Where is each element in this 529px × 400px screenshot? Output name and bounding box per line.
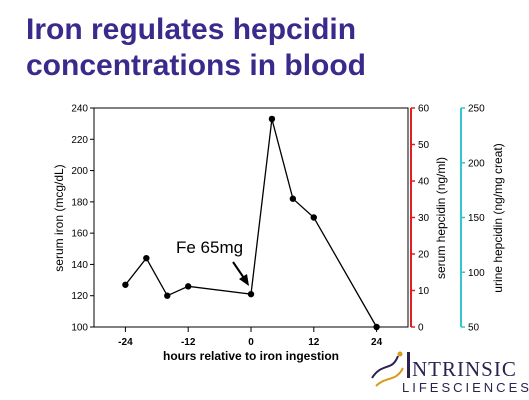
x-axis-label: hours relative to iron ingestion (163, 349, 339, 363)
logo-mark-icon (371, 351, 410, 387)
x-tick-label: -12 (181, 337, 196, 348)
data-point (373, 323, 380, 331)
logo-text: NTRINSIC (412, 357, 517, 381)
y-tick-label: 120 (71, 291, 88, 302)
y-right-tick-label: 60 (418, 104, 430, 115)
data-point (164, 292, 171, 299)
data-point (268, 115, 276, 123)
serum-hepcidin-axis: 0 10 20 30 40 50 60 (410, 104, 430, 334)
y-axis-label: serum iron (mcg/dL) (52, 164, 66, 271)
annotation-arrow (232, 261, 249, 286)
y-right-tick-label: 30 (418, 213, 430, 224)
y-tick-label: 200 (71, 166, 88, 177)
y-tick-label: 240 (71, 104, 88, 115)
data-point (289, 195, 297, 202)
y-right2-tick-label: 100 (468, 268, 485, 279)
y-tick-label: 160 (71, 229, 88, 240)
y-right-tick-label: 40 (418, 177, 430, 188)
y-tick-label: 180 (71, 197, 88, 208)
data-point (247, 290, 255, 298)
y-tick-label: 220 (71, 135, 88, 146)
data-point (122, 281, 129, 288)
x-tick-label: 12 (308, 337, 320, 348)
left-axis: 100 120 140 160 180 200 220 240 (71, 104, 94, 334)
data-point (310, 214, 317, 221)
annotation-label: Fe 65mg (176, 238, 243, 257)
urine-hepcidin-axis: 50 100 150 200 250 (460, 104, 485, 334)
y-right2-tick-label: 150 (468, 213, 485, 224)
y-right2-tick-label: 200 (468, 158, 485, 169)
slide-title-line1: Iron regulates hepcidin (26, 13, 357, 46)
y-right-tick-label: 20 (418, 250, 430, 261)
serum-iron-series (122, 115, 380, 331)
data-point (185, 283, 192, 290)
slide-title-line2: concentrations in blood (26, 49, 367, 82)
y-right-axis-label: serum hepcidin (ng/ml) (434, 157, 448, 279)
y-right2-tick-label: 50 (468, 323, 480, 334)
y-right-tick-label: 0 (418, 323, 424, 334)
x-tick-label: 24 (371, 337, 383, 348)
y-tick-label: 140 (71, 260, 88, 271)
y-right-tick-label: 50 (418, 140, 430, 151)
x-tick-label: 0 (248, 337, 254, 348)
x-tick-label: -24 (118, 337, 133, 348)
company-logo: NTRINSIC LIFESCIENCES (371, 351, 529, 395)
logo-subtext: LIFESCIENCES (402, 380, 529, 395)
data-point (143, 254, 150, 262)
y-right-tick-label: 10 (418, 286, 430, 297)
y-right2-axis-label: urine hepcidin (ng/mg creat) (491, 143, 505, 292)
y-tick-label: 100 (71, 323, 88, 334)
y-right2-tick-label: 250 (468, 104, 485, 115)
x-axis: -24 -12 0 12 24 (118, 327, 383, 348)
slide-title: Iron regulates hepcidin concentrations i… (26, 12, 366, 84)
